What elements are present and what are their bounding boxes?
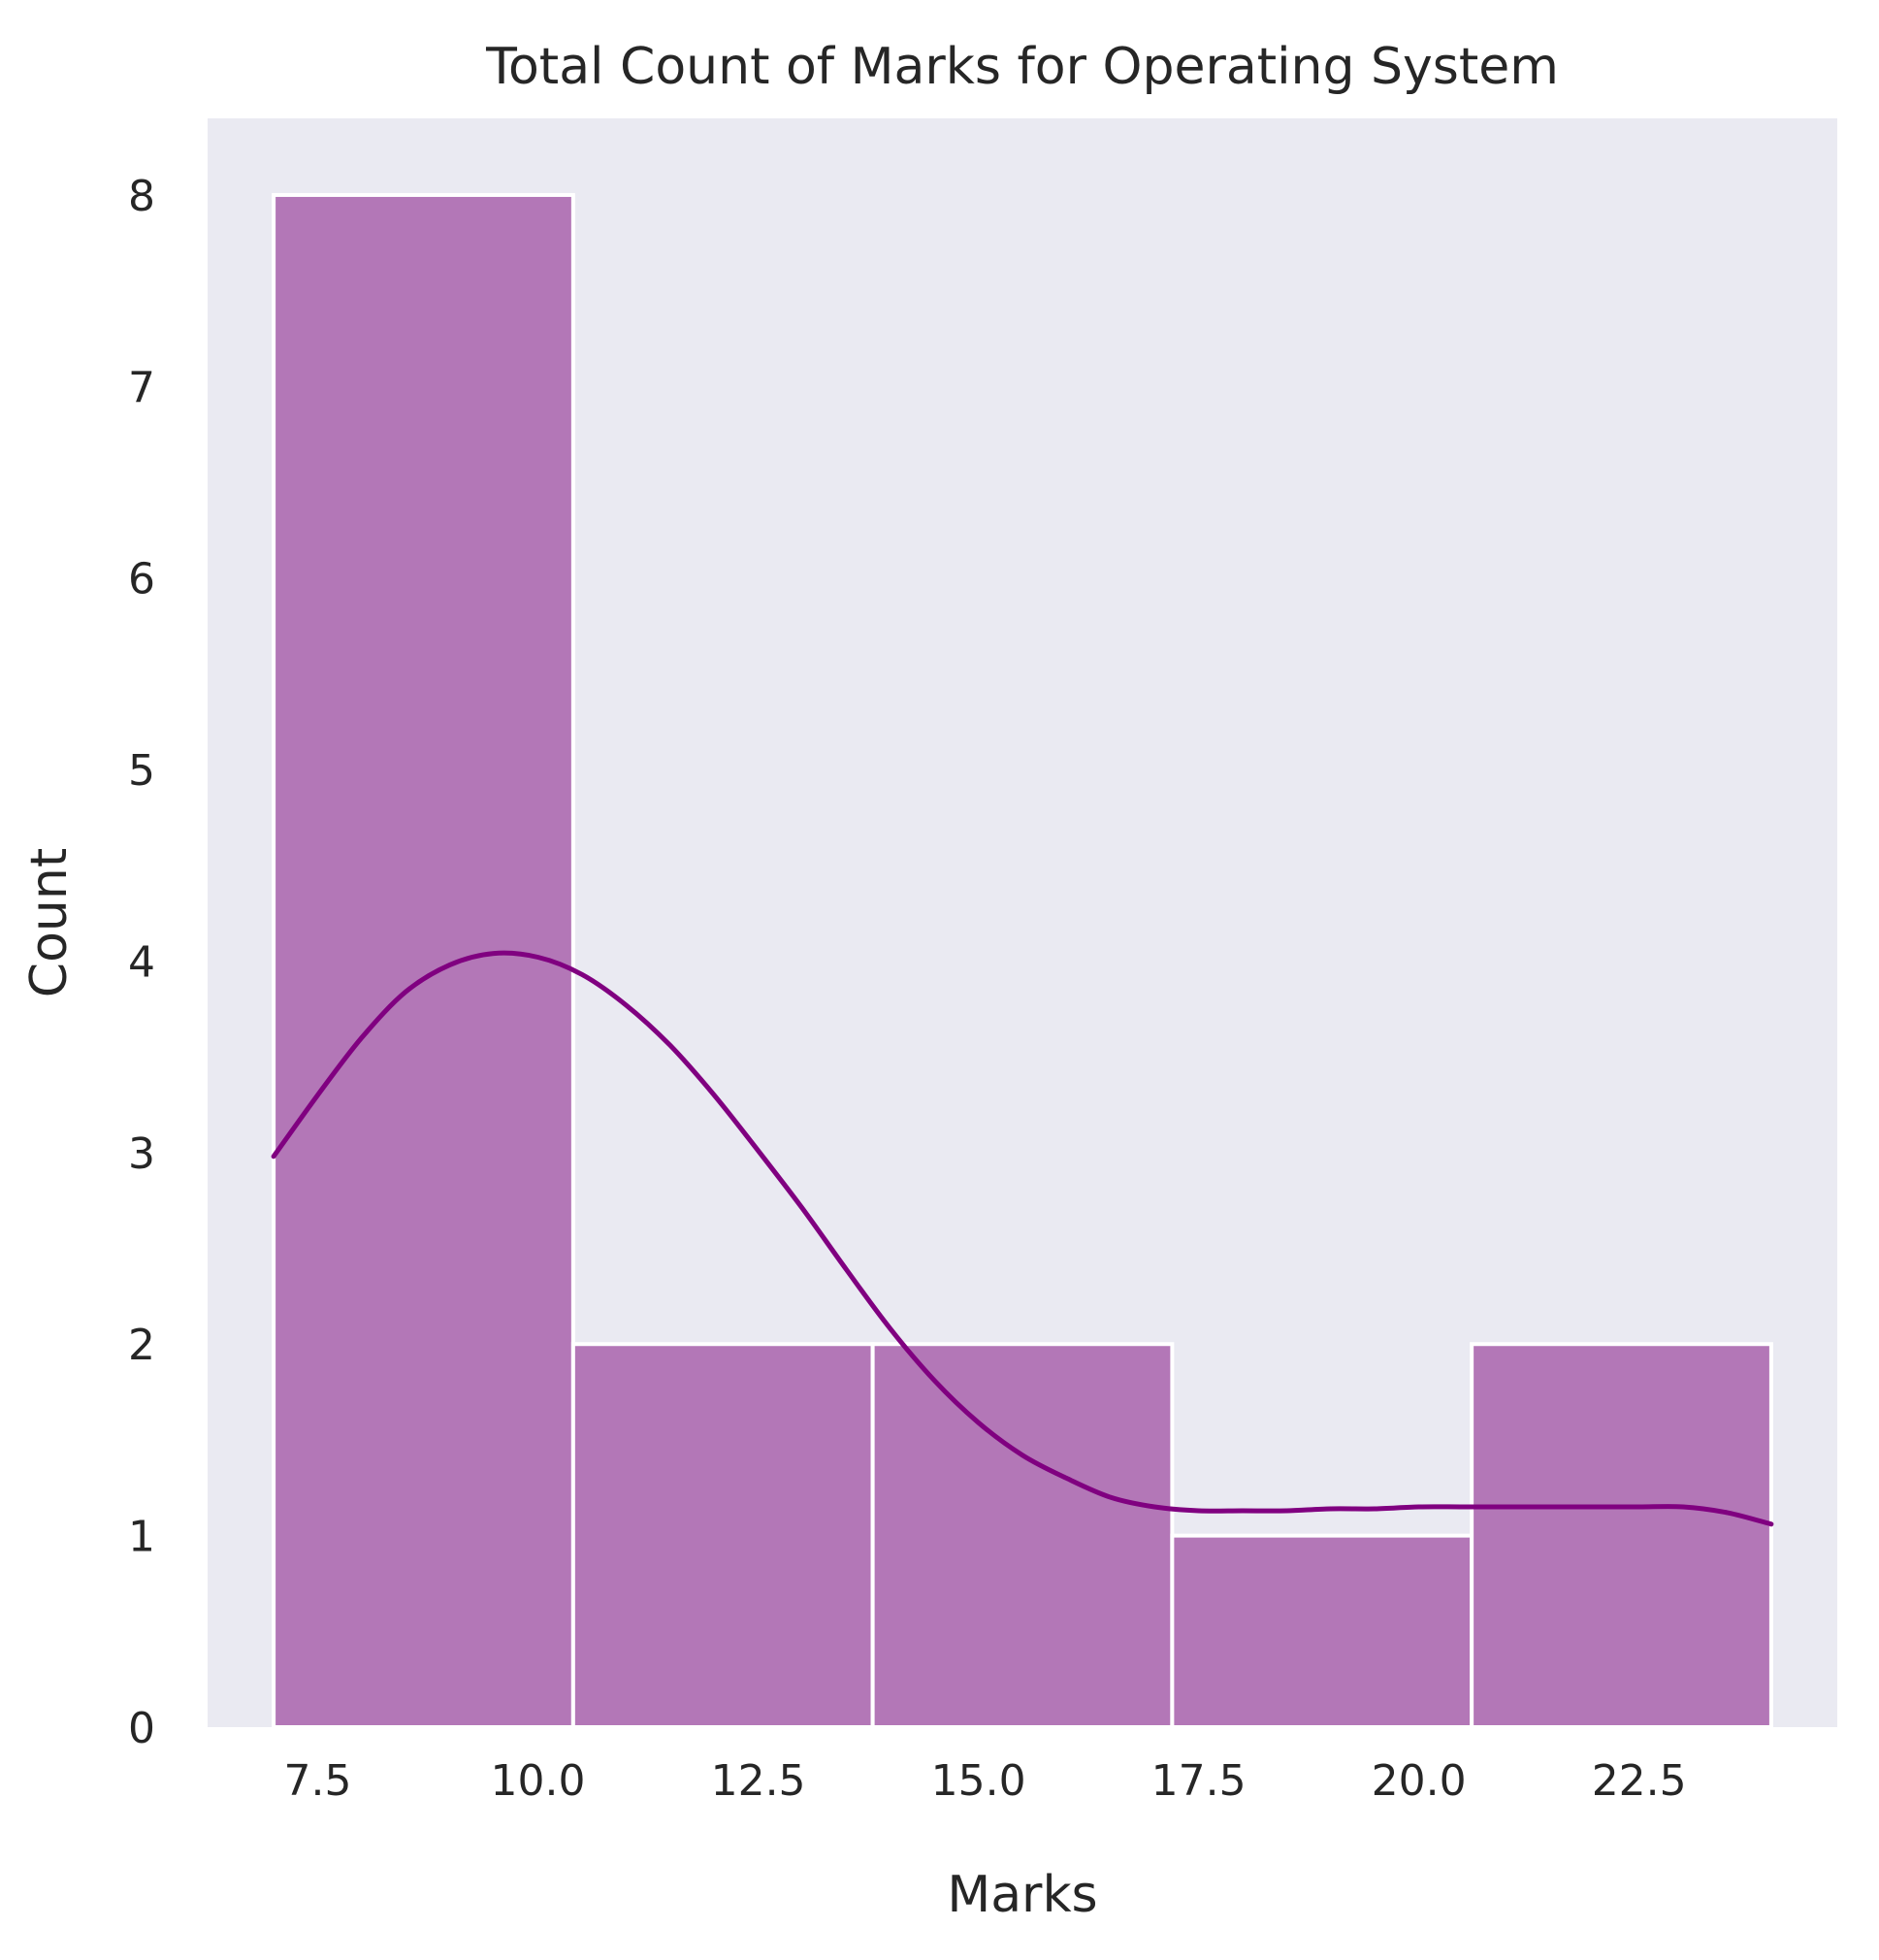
x-ticks: 7.5 10.0 12.5 15.0 17.5 20.0 22.5 [284, 1756, 1687, 1806]
y-tick-label: 1 [128, 1513, 155, 1562]
y-tick-label: 0 [128, 1704, 155, 1753]
y-ticks: 0 1 2 3 4 5 6 7 8 [128, 172, 155, 1753]
y-axis-label: Count [20, 848, 79, 997]
y-tick-label: 7 [128, 363, 155, 412]
x-tick-label: 12.5 [711, 1756, 806, 1806]
y-tick-label: 5 [128, 746, 155, 796]
y-tick-label: 2 [128, 1321, 155, 1370]
x-tick-label: 7.5 [284, 1756, 352, 1806]
y-tick-label: 6 [128, 555, 155, 604]
histogram-bar-3 [870, 1342, 1175, 1729]
histogram-bar-2 [570, 1342, 875, 1729]
x-axis-label: Marks [947, 1866, 1097, 1924]
x-tick-label: 10.0 [491, 1756, 586, 1806]
y-tick-label: 3 [128, 1129, 155, 1179]
x-tick-label: 17.5 [1151, 1756, 1247, 1806]
y-tick-label: 4 [128, 937, 155, 987]
x-tick-label: 20.0 [1372, 1756, 1467, 1806]
histogram-bar-4 [1170, 1533, 1474, 1729]
kde-curve [271, 950, 1774, 1527]
x-tick-label: 22.5 [1592, 1756, 1687, 1806]
chart-title: Total Count of Marks for Operating Syste… [485, 38, 1559, 96]
bars-group [272, 192, 1773, 1729]
y-tick-label: 8 [128, 172, 155, 221]
x-tick-label: 15.0 [931, 1756, 1026, 1806]
histogram-bar-5 [1470, 1342, 1773, 1729]
histogram-bar-1 [272, 192, 575, 1729]
